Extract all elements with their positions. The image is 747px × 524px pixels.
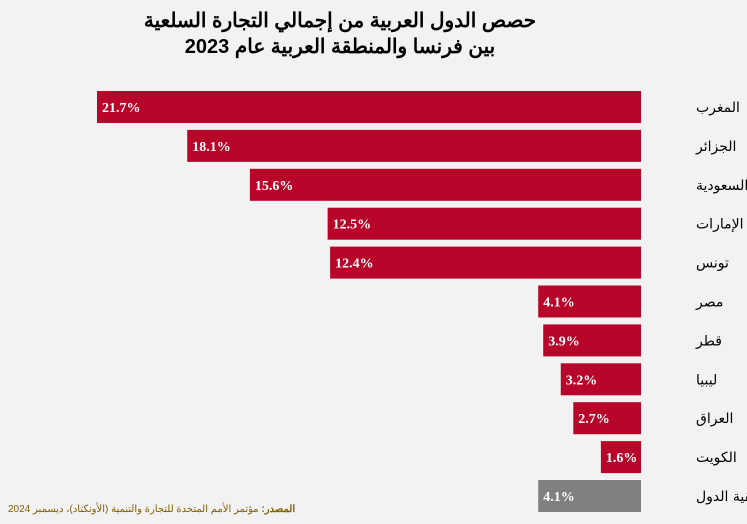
- chart-title: حصص الدول العربية من إجمالي التجارة السل…: [0, 8, 680, 60]
- data-label: 15.6%: [255, 179, 294, 194]
- data-label: 2.7%: [578, 412, 610, 427]
- bar: [327, 207, 641, 240]
- bar: [187, 129, 641, 162]
- data-label: 3.2%: [566, 373, 598, 388]
- data-label: 12.4%: [335, 257, 374, 272]
- data-label: 18.1%: [192, 140, 231, 155]
- title-line-2: بين فرنسا والمنطقة العربية عام 2023: [184, 36, 496, 58]
- source-text: مؤتمر الأمم المتحدة للتجارة والتنمية (ال…: [8, 504, 262, 515]
- bar: [96, 91, 641, 123]
- category-label: مصر: [695, 295, 723, 311]
- category-label: تونس: [696, 256, 729, 272]
- category-label: بقية الدول: [696, 489, 747, 505]
- bar: [538, 480, 641, 512]
- data-label: 4.1%: [543, 296, 575, 311]
- category-label: قطر: [695, 333, 722, 349]
- category-label: المغرب: [696, 100, 740, 116]
- category-label: الإمارات: [696, 217, 743, 233]
- category-label: ليبيا: [696, 372, 717, 388]
- data-label: 21.7%: [102, 101, 141, 116]
- category-label: الكويت: [696, 450, 737, 466]
- bar: [538, 285, 641, 318]
- data-label: 4.1%: [543, 490, 575, 505]
- category-label: العراق: [696, 411, 733, 427]
- bar: [249, 168, 641, 201]
- data-label: 12.5%: [333, 218, 372, 233]
- bar: [600, 441, 641, 474]
- bar: [573, 402, 641, 435]
- category-label: الجزائر: [695, 139, 736, 155]
- source-label: المصدر:: [261, 504, 296, 515]
- bar: [560, 363, 641, 396]
- data-label: 1.6%: [606, 451, 638, 466]
- title-line-1: حصص الدول العربية من إجمالي التجارة السل…: [143, 10, 537, 32]
- source-note: المصدر: مؤتمر الأمم المتحدة للتجارة والت…: [8, 504, 295, 515]
- bar: [330, 246, 641, 279]
- category-label: السعودية: [696, 178, 747, 194]
- bar: [543, 324, 641, 357]
- data-label: 3.9%: [548, 334, 580, 349]
